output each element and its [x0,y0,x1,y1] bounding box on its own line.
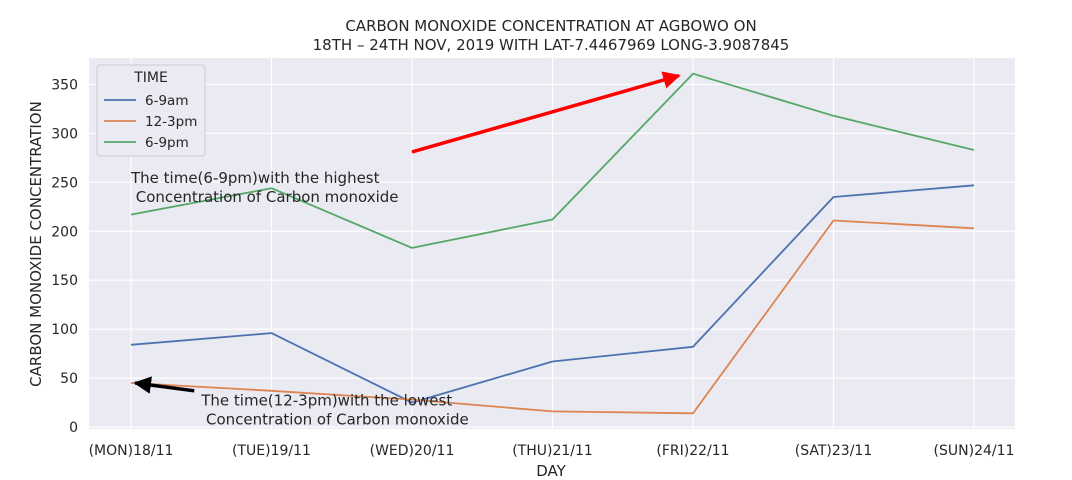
y-axis-label: CARBON MONOXIDE CONCENTRATION [27,101,45,387]
series-line-6-9pm [130,72,975,249]
x-tick-label: (THU)21/11 [512,443,593,459]
x-tick-label: (SUN)24/11 [934,443,1015,459]
annotation-high-arrow [411,71,681,154]
y-tick-label: 200 [51,224,78,240]
series-line-12-3pm [130,219,975,415]
legend-items: 6-9am 12-3pm 6-9pm [104,93,197,151]
y-tick-label: 250 [51,175,78,191]
y-tick-label: 50 [60,371,78,387]
y-tick-label: 300 [51,126,78,142]
series-line-6-9am [130,184,975,404]
x-tick-label: (WED)20/11 [370,443,455,459]
legend-label-12-3pm: 12-3pm [145,114,197,130]
legend-label-6-9pm: 6-9pm [145,135,189,151]
annotation-low-arrow [133,376,195,394]
annotation-high-line1: The time(6-9pm)with the highest [130,169,380,187]
y-tick-label: 0 [69,420,78,436]
legend-title: TIME [133,70,168,86]
annotation-high-line2: Concentration of Carbon monoxide [131,188,399,206]
x-tick-label: (SAT)23/11 [795,443,872,459]
legend-label-6-9am: 6-9am [145,93,188,109]
chart-title-line2: 18TH – 24TH NOV, 2019 WITH LAT-7.4467969… [313,36,790,54]
series-lines [130,72,975,415]
legend-box [96,64,206,157]
annotation-low-line1: The time(12-3pm)with the lowest [200,391,452,409]
annotations: The time(6-9pm)with the highest Concentr… [130,71,681,428]
tick-labels: 0 50 100 150 200 250 300 350 (MON)18/11 (TUE)19/1… [51,77,1014,459]
x-tick-label: (FRI)22/11 [656,443,729,459]
annotation-low-line2: Concentration of Carbon monoxide [201,410,469,428]
x-tick-label: (TUE)19/11 [232,443,311,459]
y-tick-label: 350 [51,77,78,93]
chart-title-line1: CARBON MONOXIDE CONCENTRATION AT AGBOWO … [345,17,756,35]
legend: TIME 6-9am 12-3pm 6-9pm [96,64,206,157]
x-axis-label: DAY [536,462,566,480]
x-tick-label: (MON)18/11 [89,443,174,459]
y-tick-label: 150 [51,273,78,289]
y-tick-label: 100 [51,322,78,338]
